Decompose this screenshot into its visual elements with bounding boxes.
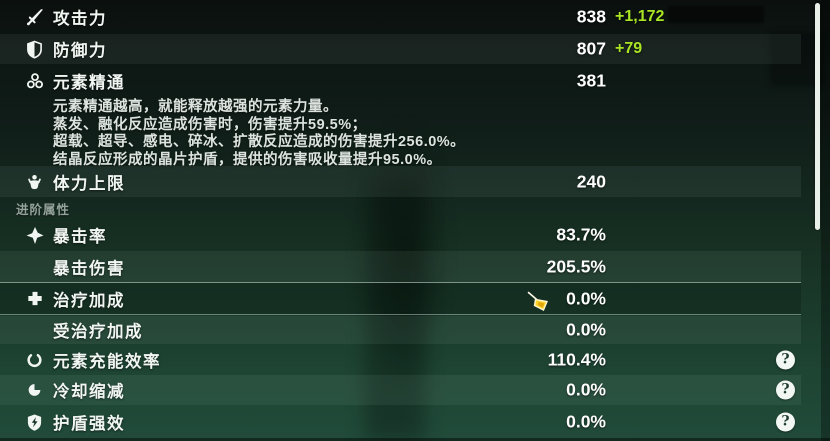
energy-recharge-icon <box>25 350 44 369</box>
stat-label: 冷却缩减 <box>53 383 125 401</box>
stat-row-crit-dmg[interactable]: 暴击伤害 205.5% <box>0 251 830 282</box>
row-highlight-band <box>0 251 801 282</box>
stat-label: 元素精通 <box>53 74 125 92</box>
scrollbar-thumb[interactable] <box>815 3 820 230</box>
stat-bonus: +79 <box>615 40 643 57</box>
stat-value: 381 <box>576 70 606 91</box>
stat-row-incoming-healing[interactable]: 受治疗加成 0.0% <box>0 316 830 344</box>
stat-value: 0.0% <box>566 379 606 400</box>
stat-value: 0.0% <box>566 319 606 340</box>
character-model-shadow <box>365 180 425 441</box>
row-highlight-band <box>0 34 801 64</box>
stat-label: 暴击率 <box>53 228 107 246</box>
stat-row-healing-bonus[interactable]: 治疗加成 0.0% <box>0 282 830 315</box>
crit-rate-icon <box>25 226 44 245</box>
stat-value: 240 <box>576 171 606 191</box>
stat-value: 0.0% <box>566 411 606 432</box>
stat-row-crit-rate[interactable]: 暴击率 83.7% <box>0 220 830 250</box>
stat-label: 护盾强效 <box>53 415 125 433</box>
stat-value: 0.0% <box>566 288 606 308</box>
stat-row-shield-strength[interactable]: 护盾强效 0.0% ? <box>0 406 830 438</box>
stat-value: 205.5% <box>546 256 606 276</box>
stat-value: 838 <box>576 6 606 27</box>
stat-row-defense[interactable]: 防御力 807 +79 <box>0 34 830 64</box>
stat-value: 83.7% <box>556 224 606 245</box>
stat-row-stamina[interactable]: 体力上限 240 <box>0 166 830 197</box>
stat-label: 暴击伤害 <box>53 259 125 278</box>
stat-label: 元素充能效率 <box>53 352 161 371</box>
stamina-icon <box>25 172 44 191</box>
stat-label: 受治疗加成 <box>53 323 143 341</box>
stat-label: 防御力 <box>53 42 107 60</box>
row-highlight-band <box>0 375 801 405</box>
help-icon[interactable]: ? <box>776 380 795 400</box>
game-cursor-icon <box>527 289 551 313</box>
stat-value: 807 <box>576 38 606 59</box>
em-desc-line: 结晶反应形成的晶片护盾，提供的伤害吸收量提升95.0%。 <box>53 151 442 168</box>
stat-label: 治疗加成 <box>53 291 125 310</box>
stat-label: 攻击力 <box>53 10 107 28</box>
cooldown-icon <box>25 381 44 400</box>
help-icon[interactable]: ? <box>776 350 795 369</box>
row-highlight-band <box>0 316 801 344</box>
healing-bonus-icon <box>25 289 44 308</box>
stat-value: 110.4% <box>547 349 606 369</box>
em-desc-line: 蒸发、融化反应造成伤害时，伤害提升59.5%； <box>53 116 367 133</box>
shield-icon <box>25 40 44 59</box>
row-highlight-band <box>0 166 801 197</box>
stat-row-elemental-mastery[interactable]: 元素精通 381 <box>0 66 830 96</box>
stat-row-cd-reduction[interactable]: 冷却缩减 0.0% ? <box>0 375 830 405</box>
em-desc-line: 元素精通越高，就能释放越强的元素力量。 <box>53 99 338 115</box>
panel-bottom-edge <box>0 438 830 441</box>
stat-label: 体力上限 <box>53 174 125 193</box>
section-header-advanced-stats: 进阶属性 <box>16 203 71 217</box>
elemental-mastery-icon <box>25 72 44 91</box>
stat-row-attack[interactable]: 攻击力 838 +1,172 <box>0 2 830 32</box>
stat-row-energy-recharge[interactable]: 元素充能效率 110.4% ? <box>0 345 830 374</box>
stat-bonus: +1,172 <box>615 8 665 25</box>
sword-icon <box>25 8 44 27</box>
help-icon[interactable]: ? <box>776 412 795 432</box>
elemental-mastery-description: 元素精通越高，就能释放越强的元素力量。 蒸发、融化反应造成伤害时，伤害提升59.… <box>53 99 653 169</box>
character-model-silhouette <box>330 90 480 441</box>
panel-right-edge <box>821 0 830 441</box>
row-hover-band <box>0 282 801 315</box>
shield-strength-icon <box>25 413 44 432</box>
em-desc-line: 超载、超导、感电、碎冰、扩散反应造成的伤害提升256.0%。 <box>53 134 466 150</box>
obscured-background-ui <box>668 6 764 23</box>
